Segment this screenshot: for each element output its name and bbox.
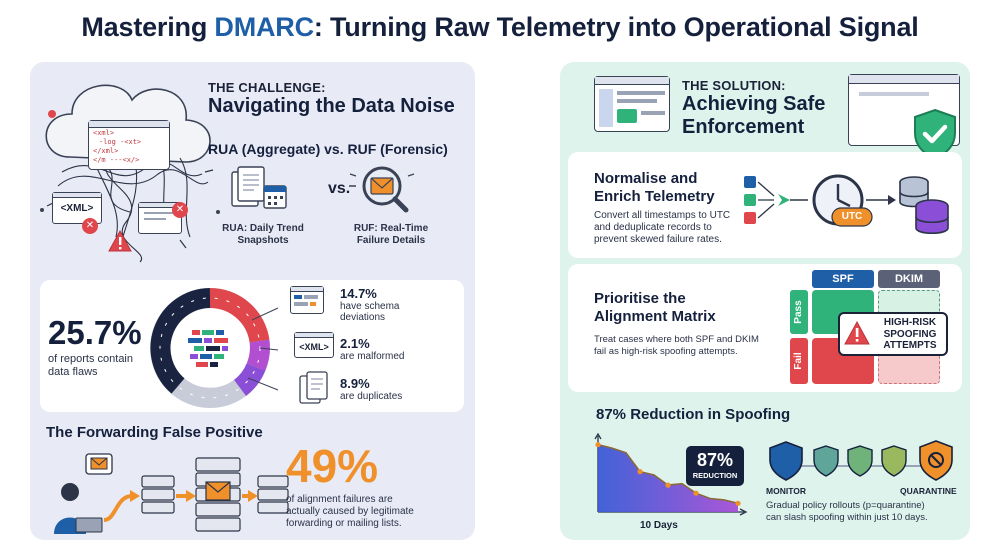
alert-text-line: HIGH-RISK xyxy=(883,317,937,328)
chart-area xyxy=(598,444,738,512)
duplicate-documents-icon xyxy=(299,371,328,404)
policy-start-label: MONITOR xyxy=(766,486,806,496)
alignment-matrix-card: Prioritise the Alignment Matrix Treat cas… xyxy=(568,264,962,392)
reduction-heading: 87% Reduction in Spoofing xyxy=(596,406,791,423)
chart-point xyxy=(637,469,643,475)
data-flaws-card: 25.7% of reports contain data flaws xyxy=(40,280,464,412)
chart-point xyxy=(665,482,671,488)
warning-triangle-icon xyxy=(844,320,870,345)
challenge-kicker: THE CHALLENGE: xyxy=(208,80,326,95)
ruf-caption: RUF: Real-Time Failure Details xyxy=(353,223,429,246)
row-header-fail: Fail xyxy=(790,338,808,384)
malformed-xml-icon: <XML> xyxy=(294,332,334,358)
policy-shields-illustration xyxy=(769,440,953,481)
chart-point xyxy=(595,442,601,448)
high-risk-alert-badge: HIGH-RISK SPOOFING ATTEMPTS xyxy=(838,312,948,356)
matrix-body: Treat cases where both SPF and DKIM fail … xyxy=(594,334,759,357)
forwarding-stat: 49% xyxy=(286,440,379,492)
flaws-headline-label: of reports contain data flaws xyxy=(48,353,133,378)
code-line: -log -<xt> xyxy=(99,138,142,146)
flaw-item-malformed: 2.1% are malformed xyxy=(340,336,405,362)
normalise-card: Normalise and Enrich Telemetry Convert al… xyxy=(568,152,962,258)
reduction-badge: 87% REDUCTION xyxy=(686,446,744,486)
alert-text-line: ATTEMPTS xyxy=(883,340,937,351)
flaws-donut-chart xyxy=(150,288,279,408)
chart-point xyxy=(735,500,741,506)
col-header-spf: SPF xyxy=(812,270,874,288)
policy-end-label: QUARANTINE xyxy=(900,486,957,496)
code-line: </m ---<x/> xyxy=(93,156,140,164)
alert-text-line: SPOOFING xyxy=(883,328,937,340)
flaw-item-duplicates: 8.9% are duplicates xyxy=(340,376,403,402)
challenge-heading: Navigating the Data Noise xyxy=(208,95,455,117)
page-title: Mastering DMARC: Turning Raw Telemetry i… xyxy=(81,12,919,42)
matrix-heading: Prioritise the Alignment Matrix xyxy=(594,290,716,325)
reduction-body: Gradual policy rollouts (p=quarantine) ca… xyxy=(766,500,928,523)
rua-documents-icon xyxy=(231,166,287,209)
forwarding-flow-illustration xyxy=(54,453,289,534)
forwarding-heading: The Forwarding False Positive xyxy=(46,424,263,441)
reduction-badge-label: REDUCTION xyxy=(692,471,738,480)
reduction-badge-value: 87% xyxy=(696,450,734,470)
row-header-pass: Pass xyxy=(790,290,808,334)
flaw-item-schema: 14.7% have schema deviations xyxy=(340,286,400,323)
utc-clock-label: UTC xyxy=(841,211,863,222)
solution-heading: Achieving Safe Enforcement xyxy=(682,93,826,138)
vs-label: vs. xyxy=(328,180,351,197)
normalise-heading: Normalise and Enrich Telemetry xyxy=(594,170,715,205)
normalise-flow-illustration xyxy=(744,174,949,235)
code-line: </xml> xyxy=(93,147,119,155)
warning-triangle-icon xyxy=(108,229,132,252)
solution-panel: THE SOLUTION: Achieving Safe Enforcement … xyxy=(560,62,970,540)
challenge-panel: <xml> -log -<xt> </xml> </m ---<x/> <XML… xyxy=(30,62,475,540)
ruf-magnifier-icon xyxy=(349,166,415,213)
rua-caption: RUA: Daily Trend Snapshots xyxy=(222,223,304,246)
forwarding-stat-label: of alignment failures are actually caused… xyxy=(286,494,414,529)
app-window-icon xyxy=(594,76,670,132)
error-x-icon: ✕ xyxy=(82,218,98,234)
code-line: <xml> xyxy=(93,129,115,137)
flaws-headline-value: 25.7% xyxy=(48,314,142,351)
error-x-icon: ✕ xyxy=(172,202,188,218)
chart-point xyxy=(693,490,699,496)
normalise-body: Convert all timestamps to UTC and dedupli… xyxy=(594,210,731,245)
col-header-dkim: DKIM xyxy=(878,270,940,288)
spoofing-reduction-chart xyxy=(594,432,748,516)
schema-window-icon xyxy=(290,286,324,314)
chart-x-label: 10 Days xyxy=(640,520,678,531)
solution-kicker: THE SOLUTION: xyxy=(682,78,786,93)
cloud-code-window: <xml> -log -<xt> </xml> </m ---<x/> xyxy=(88,120,170,170)
rua-ruf-heading: RUA (Aggregate) vs. RUF (Forensic) xyxy=(208,141,448,157)
